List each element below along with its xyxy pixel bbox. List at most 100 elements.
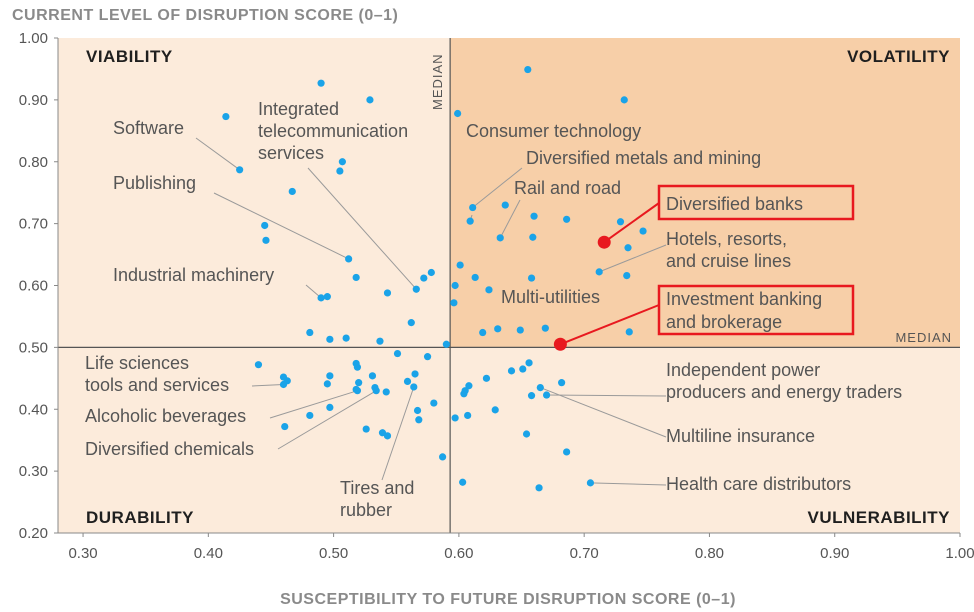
annotation-label: Life sciences [85, 353, 189, 373]
data-point [326, 403, 334, 411]
y-tick-label: 0.80 [19, 154, 48, 171]
data-point [530, 212, 538, 220]
highlight-callout-box [657, 184, 855, 221]
annotation-label: Publishing [113, 173, 196, 193]
annotation-labels: Software Publishing Integratedtelecommunic… [85, 99, 902, 520]
data-point [451, 414, 459, 422]
quadrant-volatility-bg [450, 38, 960, 348]
highlight-callout-box [657, 284, 855, 336]
y-tick-label: 0.60 [19, 278, 48, 295]
data-point [412, 285, 420, 293]
highlighted-data-point [597, 235, 611, 249]
data-point [496, 234, 504, 242]
data-point [527, 274, 536, 282]
data-point [222, 112, 230, 121]
annotation-label: Independent power [666, 360, 820, 380]
annotation-label: producers and energy traders [666, 382, 902, 402]
annotation-leader-line [472, 167, 523, 208]
data-point [494, 325, 502, 333]
y-tick-label: 0.90 [19, 92, 48, 109]
data-point [519, 365, 527, 373]
data-point [427, 268, 435, 277]
highlight-label-diversified-banks: Diversified banks [666, 194, 803, 214]
data-point [442, 340, 450, 348]
data-point [382, 388, 390, 396]
y-tick-label: 0.50 [19, 339, 48, 356]
data-point [451, 281, 459, 290]
data-point [362, 425, 370, 433]
data-point [624, 244, 632, 252]
data-point [586, 479, 595, 487]
data-point [482, 374, 491, 382]
annotation-leader-line [277, 390, 377, 450]
data-point [465, 382, 473, 390]
annotation-label: and cruise lines [666, 251, 791, 271]
data-point [430, 399, 438, 407]
data-points [222, 65, 647, 492]
y-tick-label: 0.40 [19, 401, 48, 418]
highlighted-data-point [553, 337, 567, 351]
data-point [535, 484, 543, 492]
x-tick-label: 0.60 [444, 545, 473, 562]
quadrant-durability-bg [58, 347, 451, 533]
data-point [625, 328, 633, 336]
data-point [317, 79, 325, 87]
x-tick-label: 0.30 [68, 545, 97, 562]
x-tick-label: 0.50 [319, 545, 348, 562]
annotation-leader-line [213, 192, 349, 260]
data-point [529, 233, 537, 241]
data-point [459, 478, 467, 486]
annotation-leader-line [599, 244, 667, 273]
data-point [372, 387, 380, 395]
data-point [485, 286, 493, 294]
highlight-label-investment-banking: Investment banking and brokerage [666, 289, 822, 332]
x-tick-label: 0.90 [820, 545, 849, 562]
data-point [471, 273, 479, 282]
data-point [516, 326, 524, 334]
median-label-horizontal: MEDIAN [895, 330, 952, 345]
annotation-label: Health care distributors [666, 474, 851, 494]
data-point [288, 187, 296, 196]
data-point [262, 236, 270, 244]
annotation-label: Diversified chemicals [85, 439, 254, 459]
x-axis-title: SUSCEPTIBILITY TO FUTURE DISRUPTION SCOR… [280, 591, 736, 608]
data-point [279, 380, 288, 389]
annotation-label: tools and services [85, 375, 229, 395]
annotation-label: Consumer technology [466, 121, 641, 141]
annotation-leader-line [590, 482, 667, 486]
data-point [254, 361, 263, 369]
data-point [317, 294, 325, 302]
annotation-label: Multiline insurance [666, 426, 815, 446]
data-point [479, 328, 487, 337]
annotation-leader-line [546, 394, 667, 397]
annotation-leader-line [269, 390, 358, 419]
axes: 0.20 0.30 0.40 0.50 0.60 0.70 0.80 0.90 1.00 0.30… [19, 30, 974, 562]
data-point [415, 416, 423, 424]
data-point [491, 406, 499, 414]
data-point [527, 392, 536, 400]
data-point [306, 328, 314, 337]
data-point [542, 391, 551, 399]
data-point [281, 422, 289, 431]
quadrant-backgrounds [58, 38, 960, 533]
data-point [366, 96, 374, 104]
annotation-label: Tires and [340, 478, 414, 498]
data-point [507, 367, 516, 375]
y-tick-label: 0.30 [19, 463, 48, 480]
y-tick-label: 0.70 [19, 216, 48, 233]
data-point [342, 334, 350, 342]
data-point [383, 432, 392, 440]
highlight-leader-line [559, 304, 660, 346]
data-point [464, 411, 472, 420]
data-point [368, 372, 377, 380]
data-point [460, 390, 468, 398]
data-point [393, 349, 402, 358]
data-point [524, 65, 532, 74]
data-point [336, 167, 344, 175]
quadrant-label-durability: DURABILITY [86, 508, 194, 527]
data-point [353, 387, 362, 395]
highlight-leader-line [603, 202, 660, 244]
annotation-leader-line [381, 386, 415, 481]
quadrant-label-volatility: VOLATILITY [847, 47, 950, 66]
data-point [450, 299, 458, 307]
